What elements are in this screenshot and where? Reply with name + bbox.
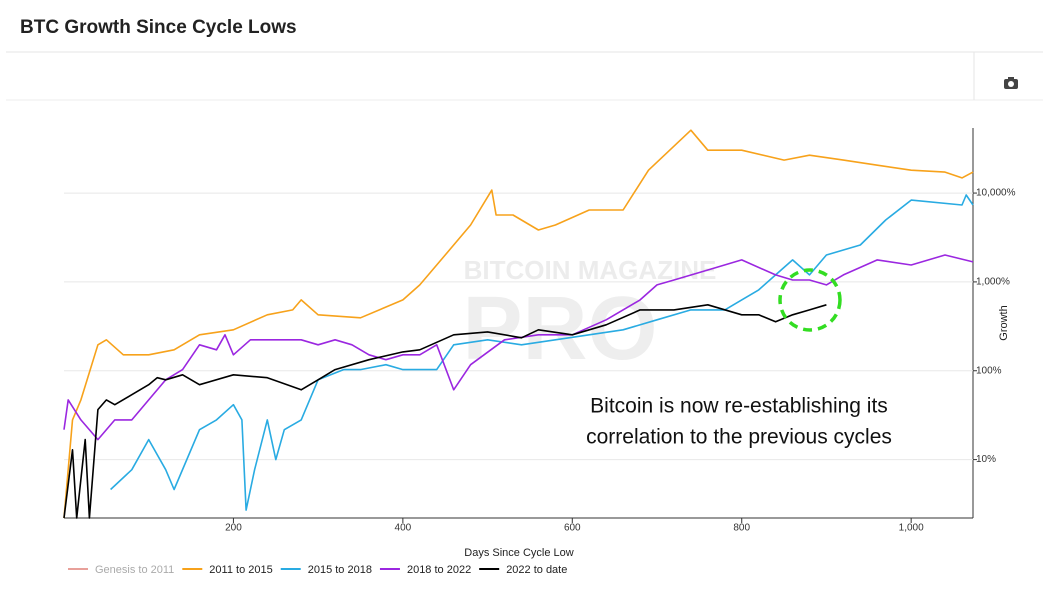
legend-item[interactable]: Genesis to 2011 xyxy=(68,564,174,576)
y-tick-label: 10,000% xyxy=(976,188,1016,199)
y-tick-label: 10% xyxy=(976,454,996,465)
series-line xyxy=(63,129,974,519)
legend-label: 2018 to 2022 xyxy=(407,564,471,576)
legend-item[interactable]: 2018 to 2022 xyxy=(379,564,471,576)
legend-item[interactable]: 2015 to 2018 xyxy=(280,564,372,576)
x-tick-label: 600 xyxy=(564,523,581,534)
x-tick-label: 200 xyxy=(225,523,242,534)
legend: Genesis to 2011 2011 to 2015 2015 to 2018 2… xyxy=(68,564,567,576)
camera-top xyxy=(1008,77,1014,80)
highlight-circle xyxy=(778,268,842,332)
y-tick-label: 1,000% xyxy=(976,277,1010,288)
camera-lens xyxy=(1008,81,1014,87)
x-tick-label: 1,000 xyxy=(899,523,924,534)
series-line xyxy=(63,304,827,519)
legend-item[interactable]: 2022 to date xyxy=(479,564,567,576)
legend-label: 2015 to 2018 xyxy=(308,564,372,576)
y-axis-label: Growth xyxy=(998,305,1010,340)
annotation: correlation to the previous cycles xyxy=(586,426,892,449)
legend-label: 2011 to 2015 xyxy=(209,564,272,576)
x-axis-label: Days Since Cycle Low xyxy=(464,547,573,559)
x-tick-label: 800 xyxy=(733,523,750,534)
camera-button[interactable] xyxy=(1004,77,1018,89)
annotation: Bitcoin is now re-establishing its xyxy=(590,395,888,418)
legend-item[interactable]: 2011 to 2015 xyxy=(182,564,273,576)
chart-title: BTC Growth Since Cycle Lows xyxy=(20,17,297,38)
legend-label: Genesis to 2011 xyxy=(95,564,174,576)
watermark: BITCOIN MAGAZINE PRO xyxy=(462,255,716,379)
grid: 10% 100% 1,000% 10,000% 200 400 600 800 1,000 xyxy=(64,128,1016,534)
series-line xyxy=(63,254,974,441)
x-tick-label: 400 xyxy=(395,523,412,534)
y-tick-label: 100% xyxy=(976,365,1002,376)
legend-label: 2022 to date xyxy=(506,564,567,576)
